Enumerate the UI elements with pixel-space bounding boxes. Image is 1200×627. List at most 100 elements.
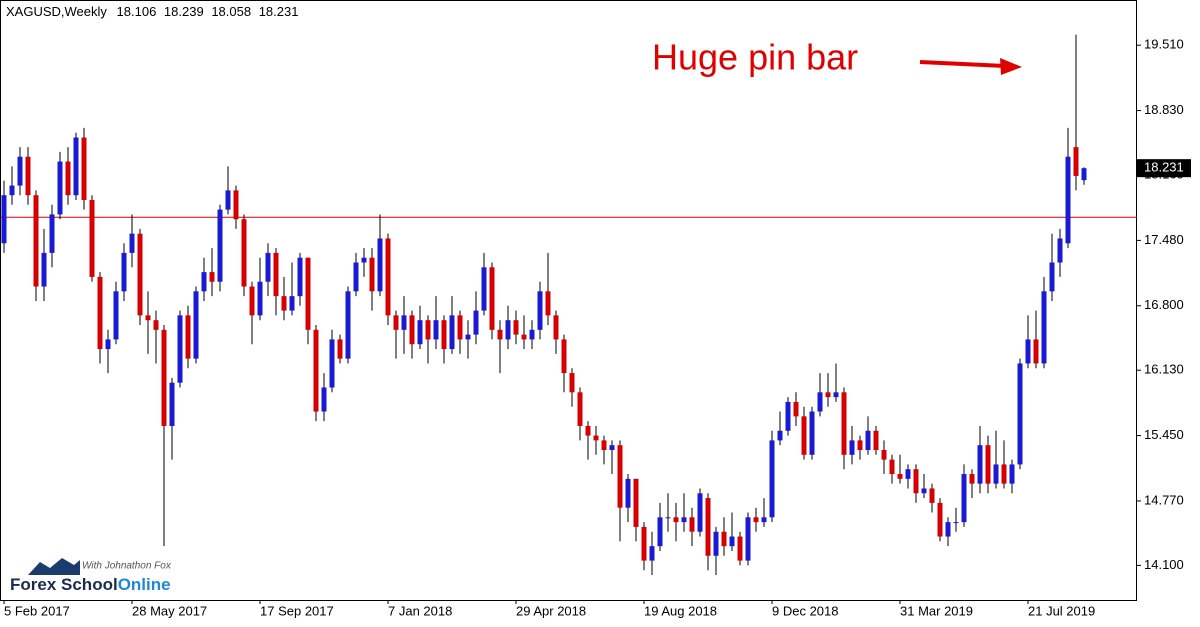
candle-body	[993, 464, 999, 484]
candle-body	[809, 411, 815, 455]
candle-body	[825, 392, 831, 398]
candle-body	[57, 161, 63, 215]
plot-frame	[0, 0, 1137, 601]
candle-body	[329, 339, 335, 388]
candle-body	[529, 329, 535, 340]
annotation-arrow	[919, 58, 1022, 75]
candle-body	[121, 252, 127, 292]
candle-body	[689, 517, 695, 532]
candle-body	[409, 315, 415, 345]
last-low: 18.058	[211, 4, 251, 19]
candle-body	[89, 200, 95, 277]
candle-body	[921, 488, 927, 494]
candle-body	[793, 401, 799, 417]
candle-body	[1057, 238, 1063, 263]
candle-body	[489, 267, 495, 330]
candle-body	[713, 531, 719, 556]
candle-body	[577, 392, 583, 426]
logo-brand-main: Forex School	[10, 575, 118, 594]
candle-body	[449, 315, 455, 350]
candle-body	[1001, 464, 1007, 484]
candle-body	[1, 195, 7, 244]
candle-body	[633, 478, 639, 527]
candle-body	[457, 315, 463, 340]
candle-body	[881, 450, 887, 460]
x-tick-label: 17 Sep 2017	[260, 603, 334, 618]
candle-body	[305, 257, 311, 330]
candle-body	[265, 252, 271, 282]
candle-body	[681, 517, 687, 523]
candle-body	[753, 517, 759, 523]
candle-body	[441, 320, 447, 350]
candles	[1, 34, 1137, 575]
candle-body	[369, 257, 375, 292]
logo-brand: Forex SchoolOnline	[10, 575, 171, 594]
x-tick-label: 28 May 2017	[132, 603, 207, 618]
candle-body	[889, 459, 895, 475]
candle-body	[937, 502, 943, 537]
candle-body	[585, 425, 591, 436]
candle-body	[41, 252, 47, 287]
candle-body	[617, 445, 623, 508]
candle-body	[737, 536, 743, 561]
candle-body	[257, 281, 263, 316]
logo-brand-suffix: Online	[118, 575, 171, 594]
candle-body	[25, 156, 31, 196]
candle-body	[289, 296, 295, 311]
logo: With Johnathon Fox Forex SchoolOnline	[10, 558, 172, 594]
symbol: XAGUSD,Weekly	[6, 4, 107, 19]
candle-body	[785, 401, 791, 431]
candle-body	[593, 435, 599, 441]
candle-body	[161, 329, 167, 426]
candle-body	[945, 522, 951, 537]
arrow-shaft	[919, 60, 1006, 68]
candle-body	[177, 315, 183, 383]
candle-body	[497, 329, 503, 340]
y-tick-label: 16.800	[1144, 297, 1184, 312]
y-tick-label: 19.510	[1144, 37, 1184, 52]
y-tick-label: 16.130	[1144, 362, 1184, 377]
candle-body	[521, 334, 527, 340]
price-label: 18.231	[1144, 160, 1184, 175]
candle-body	[185, 315, 191, 359]
candle-body	[641, 526, 647, 561]
candle-body	[1049, 262, 1055, 292]
y-tick-label: 15.450	[1144, 427, 1184, 442]
candle-body	[145, 315, 151, 321]
x-tick-label: 5 Feb 2017	[4, 603, 70, 618]
candle-body	[281, 296, 287, 311]
candle-body	[481, 267, 487, 311]
candle-body	[361, 257, 367, 263]
candle-body	[801, 416, 807, 455]
candle-body	[729, 536, 735, 547]
candle-body	[609, 445, 615, 450]
candle-body	[929, 488, 935, 503]
candle-body	[1081, 168, 1087, 181]
candle-body	[1065, 156, 1071, 244]
y-tick-label: 18.830	[1144, 102, 1184, 117]
candle-body	[721, 531, 727, 547]
candle-body	[833, 392, 839, 398]
y-tick-label: 14.770	[1144, 492, 1184, 507]
y-tick-label: 14.100	[1144, 557, 1184, 572]
candle-body	[129, 233, 135, 253]
candle-body	[105, 339, 111, 350]
candle-body	[857, 440, 863, 450]
candle-body	[17, 156, 23, 186]
candle-body	[841, 392, 847, 455]
candle-body	[977, 445, 983, 484]
candle-body	[865, 430, 871, 450]
annotation: Huge pin bar	[652, 37, 858, 78]
candle-body	[961, 474, 967, 523]
candle-body	[465, 334, 471, 340]
candle-body	[425, 320, 431, 340]
candle-body	[569, 373, 575, 393]
candle-body	[969, 474, 975, 484]
candle-body	[473, 310, 479, 335]
candle-body	[1025, 339, 1031, 364]
candle-body	[665, 517, 671, 519]
candle-body	[553, 315, 559, 340]
candle-body	[545, 291, 551, 316]
